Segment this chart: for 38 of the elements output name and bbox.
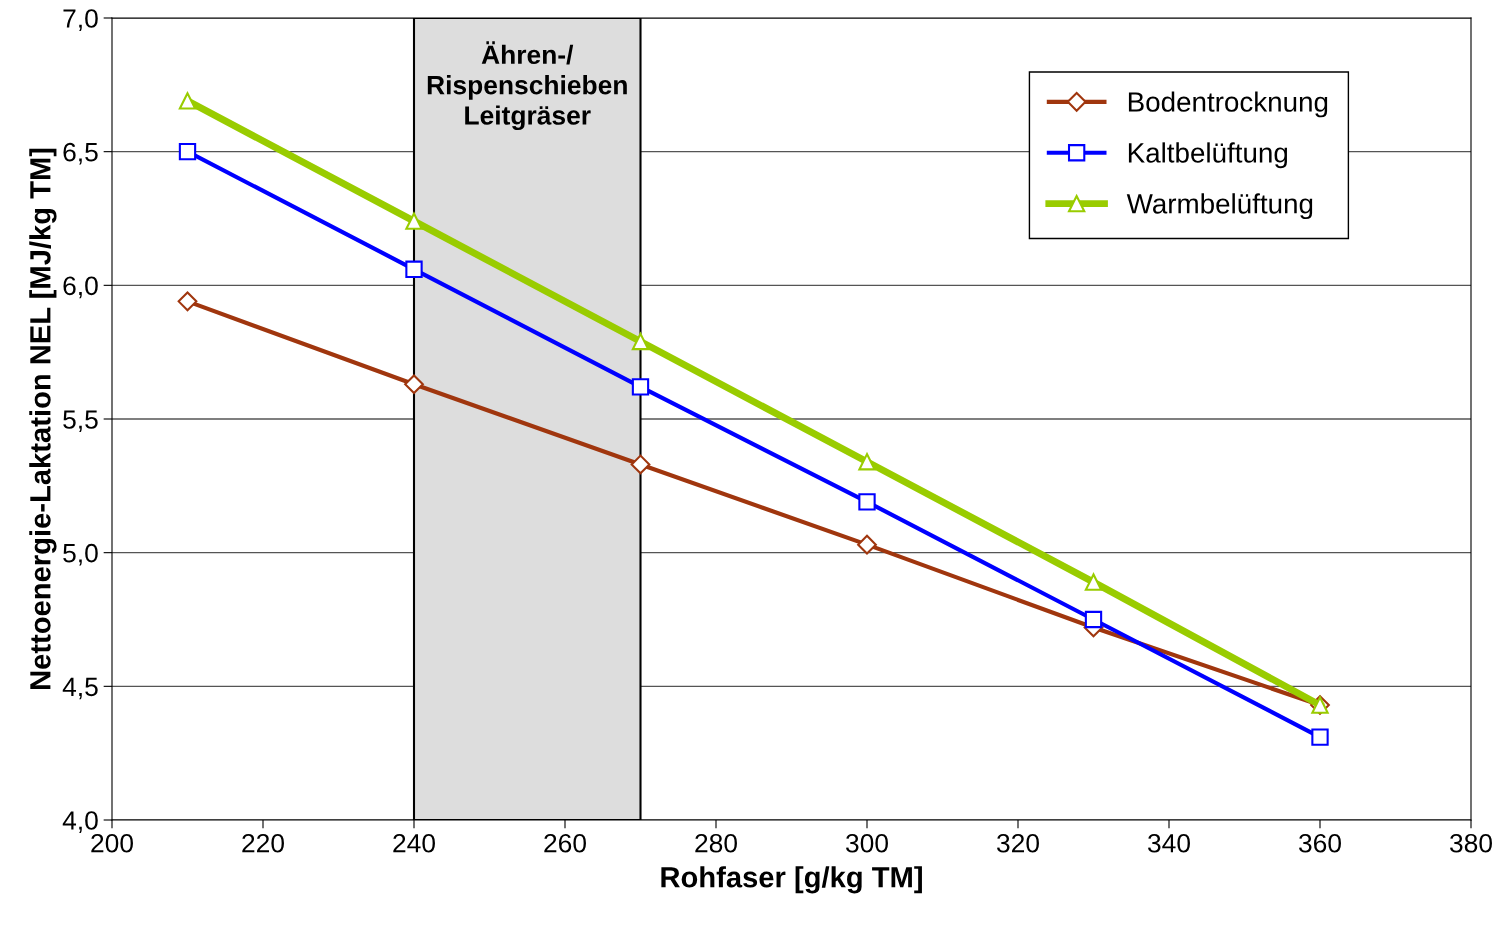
y-tick-label: 4,5: [62, 677, 98, 700]
x-tick-label: 380: [1449, 833, 1492, 853]
y-tick-label: 5,0: [63, 543, 98, 566]
x-axis-title: Rohfaser [g/kg TM]: [661, 866, 922, 894]
y-tick-label: 6,5: [63, 142, 98, 165]
point: [1084, 573, 1103, 591]
x-tick-label: 320: [996, 833, 1039, 853]
point: [630, 454, 651, 475]
point: [178, 92, 197, 110]
y-tick-label: 4,0: [62, 811, 98, 833]
legend-label: Bodentrocknung: [1128, 91, 1328, 118]
x-tick-label: 340: [1147, 833, 1190, 853]
point: [1084, 610, 1103, 629]
point: [631, 332, 650, 351]
x-tick-label: 240: [393, 833, 435, 853]
point: [405, 212, 423, 230]
point: [631, 378, 650, 396]
x-tick-label: 220: [242, 833, 284, 853]
point: [857, 534, 877, 555]
point: [858, 453, 876, 471]
point: [858, 493, 876, 511]
y-tick-label: 6,0: [63, 276, 98, 299]
x-tick-label: 300: [845, 833, 888, 853]
x-tick-label: 360: [1298, 833, 1341, 853]
point: [404, 374, 424, 395]
legend-label: Kaltbelüftung: [1128, 142, 1288, 169]
x-tick-label: 260: [544, 833, 586, 853]
band-label: Ähren-/ Rispenschieben Leitgräser: [427, 41, 627, 131]
x-tick-label: 200: [91, 833, 133, 853]
legend-label: Warmbelüftung: [1126, 193, 1313, 220]
y-axis-title: Nettoenergie-Laktation NEL [MJ/kg TM]: [29, 148, 57, 690]
y-tick-label: 5,5: [63, 410, 98, 432]
x-tick-label: 280: [695, 833, 737, 853]
point: [177, 291, 198, 312]
point: [405, 260, 423, 278]
point: [1311, 728, 1329, 746]
point: [178, 142, 197, 161]
y-tick-label: 7,0: [63, 9, 98, 31]
